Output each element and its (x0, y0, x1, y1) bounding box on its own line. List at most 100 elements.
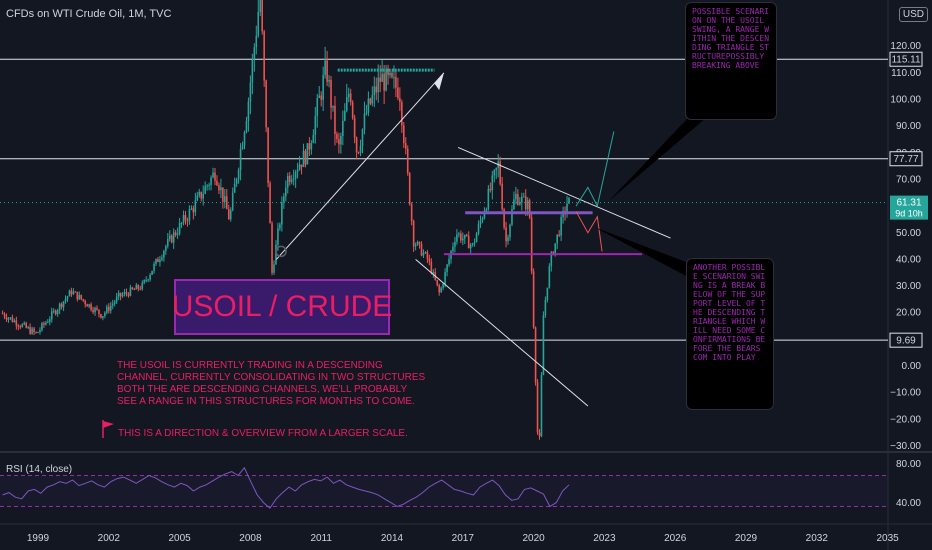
y-tick-label: 100.00 (890, 95, 921, 106)
candle-body (64, 298, 67, 302)
candle-body (11, 317, 14, 322)
ascending-trendline[interactable] (275, 72, 445, 260)
candle-body (336, 133, 338, 140)
candle-body (196, 195, 199, 201)
upper-channel-line[interactable] (457, 147, 671, 239)
candle-body (47, 321, 49, 323)
candle-body (176, 233, 179, 235)
candle-body (544, 300, 547, 316)
candle-body (227, 209, 230, 220)
candle-body (505, 227, 507, 242)
candle-body (383, 73, 385, 91)
candle-body (186, 220, 189, 222)
candle-body (100, 314, 102, 318)
y-tick-label: 30.00 (896, 281, 921, 292)
candle-body (391, 72, 393, 78)
candle-body (231, 192, 234, 211)
candle-body (465, 234, 468, 236)
x-tick-label: 2032 (806, 533, 829, 544)
candle-body (524, 196, 527, 210)
candle-body (80, 294, 83, 300)
candle-body (117, 292, 120, 297)
candle-body (68, 290, 71, 297)
candle-body (491, 175, 494, 191)
candle-body (503, 209, 505, 228)
candle-body (35, 332, 37, 334)
candle-body (448, 258, 450, 265)
currency-button[interactable]: USD (898, 7, 928, 22)
candle-body (281, 202, 283, 225)
candle-body (192, 208, 195, 213)
candle-body (560, 217, 562, 236)
candle-body (113, 301, 116, 304)
candle-body (467, 235, 470, 249)
y-tick-label: −20.00 (890, 414, 921, 425)
x-tick-label: 2023 (593, 533, 616, 544)
candle-body (507, 237, 509, 242)
candle-body (330, 79, 332, 108)
candle-body (261, 0, 263, 32)
candle-body (143, 280, 145, 283)
candle-body (108, 306, 110, 311)
level-label-box (889, 51, 923, 67)
rsi-tick-label: 80.00 (896, 459, 921, 470)
candle-body (371, 95, 374, 104)
candle-body (326, 60, 328, 82)
candle-body (102, 316, 104, 318)
candle-body (188, 209, 191, 221)
candle-body (229, 210, 232, 220)
candle-body (62, 301, 65, 308)
candle-body (554, 243, 557, 255)
candle-body (294, 172, 297, 179)
candle-body (416, 241, 419, 245)
candle-body (406, 148, 409, 173)
rsi-tick-label: 40.00 (896, 498, 921, 509)
candle-body (74, 291, 77, 293)
candle-body (41, 323, 43, 330)
candle-body (259, 0, 262, 12)
candle-body (349, 93, 352, 103)
candle-body (151, 270, 153, 275)
candle-body (17, 325, 20, 327)
candle-body (111, 303, 114, 306)
candle-body (381, 73, 383, 82)
candle-body (389, 72, 391, 76)
bearish-scenario-arrow[interactable] (575, 211, 603, 252)
candle-body (404, 143, 407, 149)
y-tick-label: 70.00 (896, 174, 921, 185)
bullish-scenario-arrow[interactable] (575, 131, 615, 208)
candle-body (271, 223, 273, 273)
y-tick-label: −30.00 (890, 441, 921, 452)
candle-body (76, 291, 79, 300)
candle-body (1, 312, 4, 314)
candle-body (119, 292, 122, 297)
candle-body (528, 200, 531, 218)
candle-body (29, 327, 31, 334)
candle-body (277, 228, 279, 245)
candle-body (279, 224, 281, 229)
candle-body (379, 77, 381, 82)
candle-body (204, 186, 206, 194)
candle-body (338, 139, 340, 145)
x-tick-label: 2035 (876, 533, 899, 544)
candle-body (430, 261, 433, 274)
trendline-arrowhead (434, 72, 444, 91)
candle-body (399, 98, 401, 103)
candle-body (88, 304, 90, 307)
candle-body (493, 170, 496, 176)
last-price-box (890, 195, 928, 220)
flag-icon (101, 420, 115, 438)
candle-body (90, 304, 92, 310)
candle-body (155, 259, 157, 264)
candle-body (220, 187, 222, 191)
level-label: 77.77 (893, 154, 918, 165)
candle-body (58, 303, 61, 311)
candle-body (3, 313, 6, 318)
candle-body (302, 150, 305, 167)
candle-body (334, 105, 336, 134)
candle-body (469, 244, 472, 249)
x-tick-label: 2002 (98, 533, 121, 544)
lower-channel-line[interactable] (415, 259, 589, 407)
